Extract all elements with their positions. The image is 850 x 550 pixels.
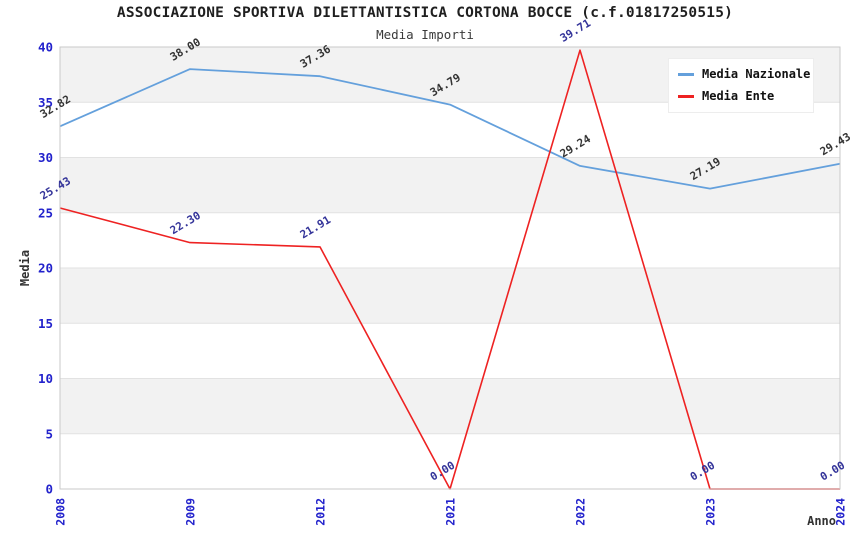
- media-nazionale-line-swatch: [678, 72, 694, 76]
- y-tick-label: 10: [38, 371, 53, 386]
- plot-band: [60, 433, 840, 489]
- y-tick-label: 0: [45, 482, 53, 497]
- y-axis-title: Media: [18, 250, 32, 286]
- plot-band: [60, 268, 840, 324]
- y-tick-label: 35: [38, 95, 53, 110]
- x-tick-label: 2024: [834, 498, 848, 526]
- media-nazionale-line: [59, 68, 841, 190]
- x-tick-label: 2012: [314, 498, 328, 526]
- x-axis-title: Anno: [807, 514, 836, 528]
- plot-band: [60, 212, 840, 268]
- plot-band: [60, 157, 840, 213]
- x-tick-label: 2022: [574, 498, 588, 526]
- y-tick-label: 15: [38, 316, 53, 331]
- y-tick-label: 20: [38, 261, 53, 276]
- legend-item-media-ente: Media Ente: [678, 89, 804, 103]
- y-tick-label: 25: [38, 205, 53, 220]
- media-ente-value-label: 39.71: [558, 16, 593, 44]
- y-tick-label: 40: [38, 40, 53, 55]
- plot-band: [60, 323, 840, 379]
- x-tick-label: 2009: [184, 498, 198, 526]
- legend-label-media-nazionale: Media Nazionale: [702, 67, 811, 81]
- plot-band: [60, 378, 840, 434]
- y-tick-label: 5: [45, 426, 53, 441]
- x-tick-label: 2021: [444, 498, 458, 526]
- x-tick-label: 2008: [54, 498, 68, 526]
- plot-border: [59, 46, 841, 490]
- chart-subtitle: Media Importi: [376, 27, 474, 42]
- legend: Media Nazionale Media Ente: [668, 58, 814, 113]
- y-tick-label: 30: [38, 150, 53, 165]
- x-tick-label: 2023: [704, 498, 718, 526]
- media-ente-line-swatch: [678, 94, 694, 98]
- legend-label-media-ente: Media Ente: [702, 89, 775, 103]
- legend-item-media-nazionale: Media Nazionale: [678, 67, 810, 81]
- chart-title: ASSOCIAZIONE SPORTIVA DILETTANTISTICA CO…: [116, 5, 734, 21]
